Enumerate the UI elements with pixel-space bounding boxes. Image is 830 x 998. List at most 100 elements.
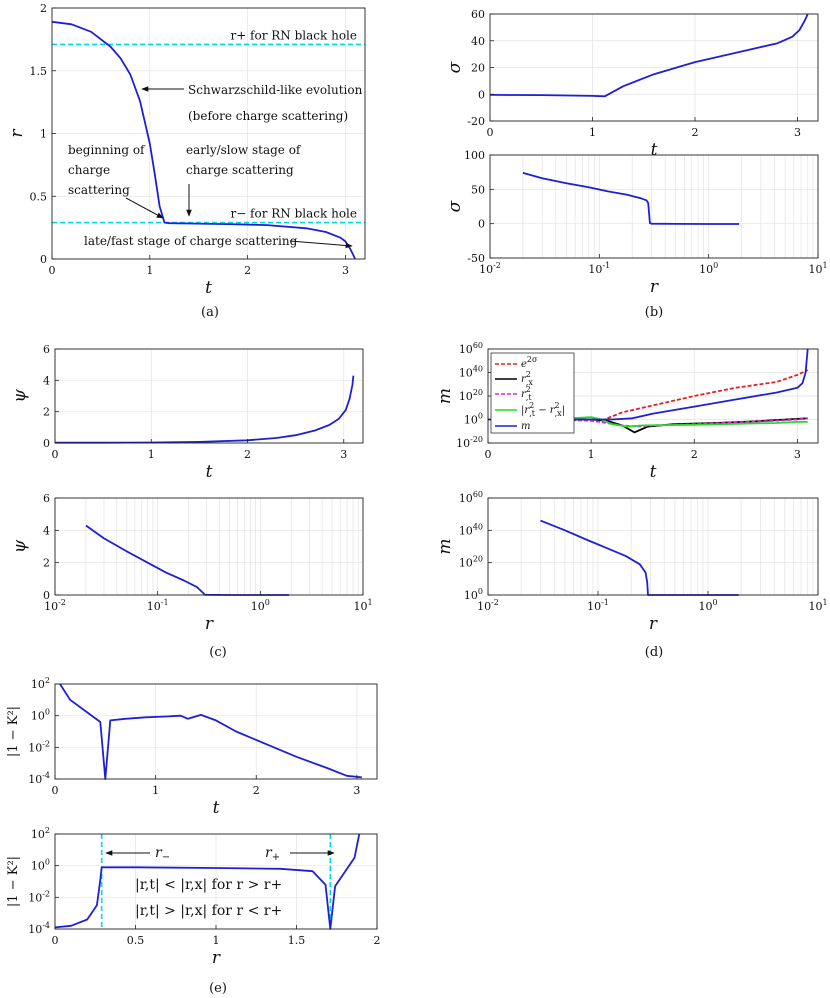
reference-line-label-1: r− for RN black hole [230,207,357,221]
x-tick-label: 0 [487,126,494,139]
x-tick-label: 3 [340,448,347,461]
series-line-0 [59,683,362,780]
y-tick-label: 1060 [459,490,483,505]
y-tick-label: 40 [471,35,485,48]
x-tick-label: 1 [588,448,595,461]
annotation-scattering: scattering [68,183,130,197]
grid [487,497,818,596]
panel-a: 0 1 2 3 0 0.5 1 1.5 2 t r r+ for RN black hole r− fo… [7,2,366,320]
legend-d: e2σ r2 ,x r2 ,t |r2 ,t − r2 ,x| m [490,352,575,434]
axes-frame [487,497,819,596]
legend-label-rt2: r2 ,t [521,385,532,402]
arrows-a [125,86,353,249]
y-tick-label: 0 [478,218,485,231]
caption-c: (c) [209,645,226,660]
y-tick-label: 2 [43,557,50,570]
y-tick-label: 0.5 [30,190,48,203]
series-line-0 [51,20,357,260]
grid [489,154,818,259]
x-tick-label: 0.5 [127,934,145,947]
y-tick-label: 100 [31,708,50,723]
x-tick-label: 2 [253,784,260,797]
x-tick-label: 101 [808,261,827,276]
y-tick-label: 102 [31,826,50,841]
y-tick-label: 1060 [459,341,483,356]
x-tick-label: 1 [213,934,220,947]
y-tick-label: 1020 [459,555,483,570]
y-axis-label: m [435,388,455,404]
x-tick-label: 3 [794,448,801,461]
x-tick-label: 10-1 [587,598,609,613]
caption-a: (a) [201,305,219,320]
caption-e: (e) [209,981,227,996]
x-tick-label: 3 [794,126,801,139]
legend-box [490,352,575,434]
y-tick-label: 10-4 [28,921,50,936]
y-tick-label: 4 [43,374,50,387]
y-tick-label: 60 [471,8,485,21]
x-tick-label: 0 [52,934,59,947]
axes-frame [54,348,364,444]
series-line-0 [85,524,289,596]
series-line-0 [54,833,361,930]
reference-line-label-0: r+ for RN black hole [230,28,357,42]
x-axis-label: r [205,614,214,634]
x-tick-label: 2 [244,448,251,461]
y-tick-label: 100 [464,149,485,162]
series-line-0 [55,375,355,444]
x-tick-label: 1 [148,448,155,461]
y-tick-label: 0 [478,88,485,101]
y-tick-label: 0 [43,437,50,450]
y-tick-label: 102 [31,676,50,691]
axes-frame [54,683,378,780]
x-tick-label: 1.5 [288,934,306,947]
y-tick-label: 100 [464,587,483,602]
plot-sigma-vs-r: 10-2 10-1 100 101 -50 0 50 100 r σ [445,149,828,297]
series-line-0 [489,13,809,98]
x-tick-label: 1 [152,784,159,797]
x-axis-label: t [650,462,657,482]
y-tick-label: 10-20 [456,435,483,450]
x-tick-label: 2 [244,264,251,277]
y-tick-label: 10-4 [28,771,50,786]
x-tick-label: 3 [353,784,360,797]
annotation-beginning: beginning of [68,143,146,157]
x-tick-label: 10-2 [44,598,66,613]
x-tick-label: 2 [374,934,381,947]
y-axis-label: σ [445,200,465,212]
grid [489,13,818,122]
y-tick-label: 2 [43,406,50,419]
x-axis-label: t [651,140,658,160]
annotation-rplus: r+ [265,845,280,863]
arrow-beginning [125,197,164,219]
series-line-0 [522,172,740,225]
y-tick-label: 6 [43,492,50,505]
annotation-ineq-1: |r,t| < |r,x| for r > r+ [135,877,282,893]
y-axis-label: |1 − K²| [6,856,21,907]
x-tick-label: 0 [52,784,59,797]
panel-c: 0 1 2 3 0 2 4 6 t ψ 10-2 10-1 100 101 0 2 4 6 r ψ (c) [10,343,373,660]
x-tick-label: 0 [49,264,56,277]
plot-K-vs-r: 0 0.5 1 1.5 2 10-4 10-2 100 102 r |1 − K²| [6,826,381,968]
x-tick-label: 1 [589,126,596,139]
annotation-charge: charge [68,163,110,177]
y-axis-label: |1 − K²| [6,706,21,757]
plot-r-vs-t: 0 1 2 3 0 0.5 1 1.5 2 t r r+ for RN black hole r− fo… [7,2,366,298]
y-tick-label: -50 [467,252,485,265]
y-tick-label: 1 [40,128,47,141]
y-tick-label: 100 [31,858,50,873]
legend-label-er2: e2σ [521,355,538,370]
x-axis-label: t [213,798,220,818]
caption-b: (b) [645,305,663,320]
arrow-late [289,240,353,249]
x-tick-label: 10-1 [588,261,610,276]
y-tick-label: 10-2 [28,889,50,904]
x-tick-label: 0 [52,448,59,461]
x-tick-label: 10-2 [479,261,501,276]
annotation-ineq-2: |r,t| > |r,x| for r < r+ [135,903,282,919]
legend-label-m: m [521,421,530,432]
x-axis-label: t [206,462,213,482]
caption-d: (d) [645,645,663,660]
